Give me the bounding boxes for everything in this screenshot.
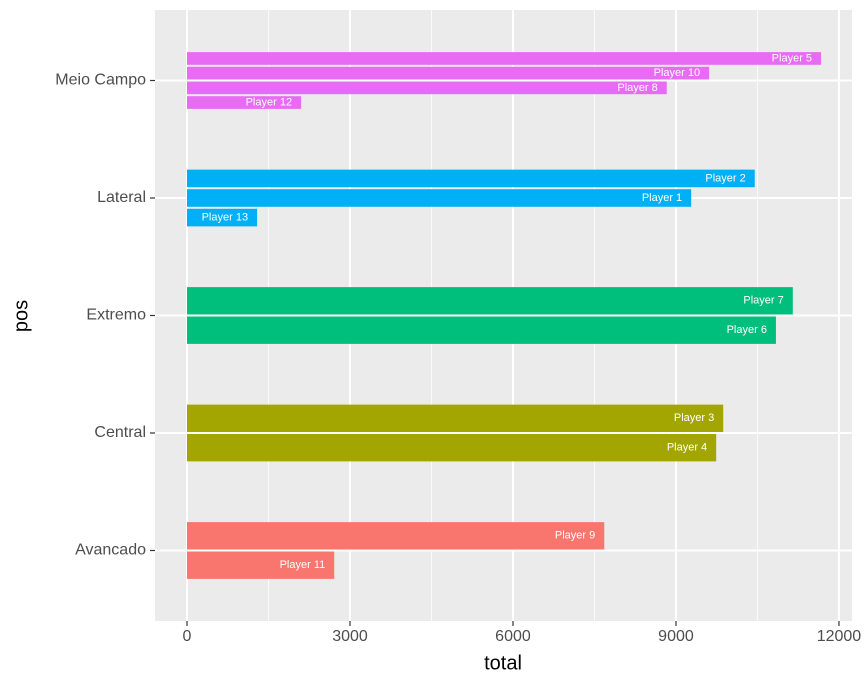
bar	[187, 522, 605, 550]
bar	[187, 434, 717, 462]
bar-label: Player 8	[617, 82, 657, 94]
x-tick-label: 12000	[817, 628, 862, 645]
bar	[187, 208, 258, 227]
bar	[187, 169, 755, 188]
bar	[187, 66, 710, 80]
bar	[187, 52, 822, 65]
bar	[187, 287, 793, 315]
bar-label: Player 7	[743, 295, 783, 307]
bar	[187, 404, 724, 432]
bar-label: Player 13	[202, 211, 248, 223]
bar-label: Player 2	[705, 172, 745, 184]
x-tick-label: 9000	[658, 628, 694, 645]
bar	[187, 551, 335, 579]
bar-label: Player 1	[642, 192, 682, 204]
x-axis-title: total	[484, 652, 522, 674]
y-tick-label: Central	[94, 424, 146, 441]
y-tick-label: Extremo	[86, 307, 146, 324]
bar-label: Player 4	[667, 442, 707, 454]
bar	[187, 81, 667, 95]
bar	[187, 96, 302, 109]
y-axis-title: pos	[10, 300, 32, 332]
bar-label: Player 3	[674, 412, 714, 424]
x-tick-label: 3000	[332, 628, 368, 645]
x-tick-label: 6000	[495, 628, 531, 645]
bar	[187, 316, 776, 344]
bar-label: Player 5	[772, 52, 812, 64]
y-tick-label: Meio Campo	[55, 72, 146, 89]
bar-label: Player 12	[246, 96, 292, 108]
x-tick-label: 0	[183, 628, 192, 645]
y-tick-label: Avancado	[75, 542, 146, 559]
bar-label: Player 10	[654, 67, 700, 79]
bar-label: Player 9	[555, 530, 595, 542]
bar-label: Player 6	[727, 324, 767, 336]
bar-label: Player 11	[280, 559, 326, 571]
bar	[187, 189, 692, 207]
y-tick-label: Lateral	[97, 189, 146, 206]
